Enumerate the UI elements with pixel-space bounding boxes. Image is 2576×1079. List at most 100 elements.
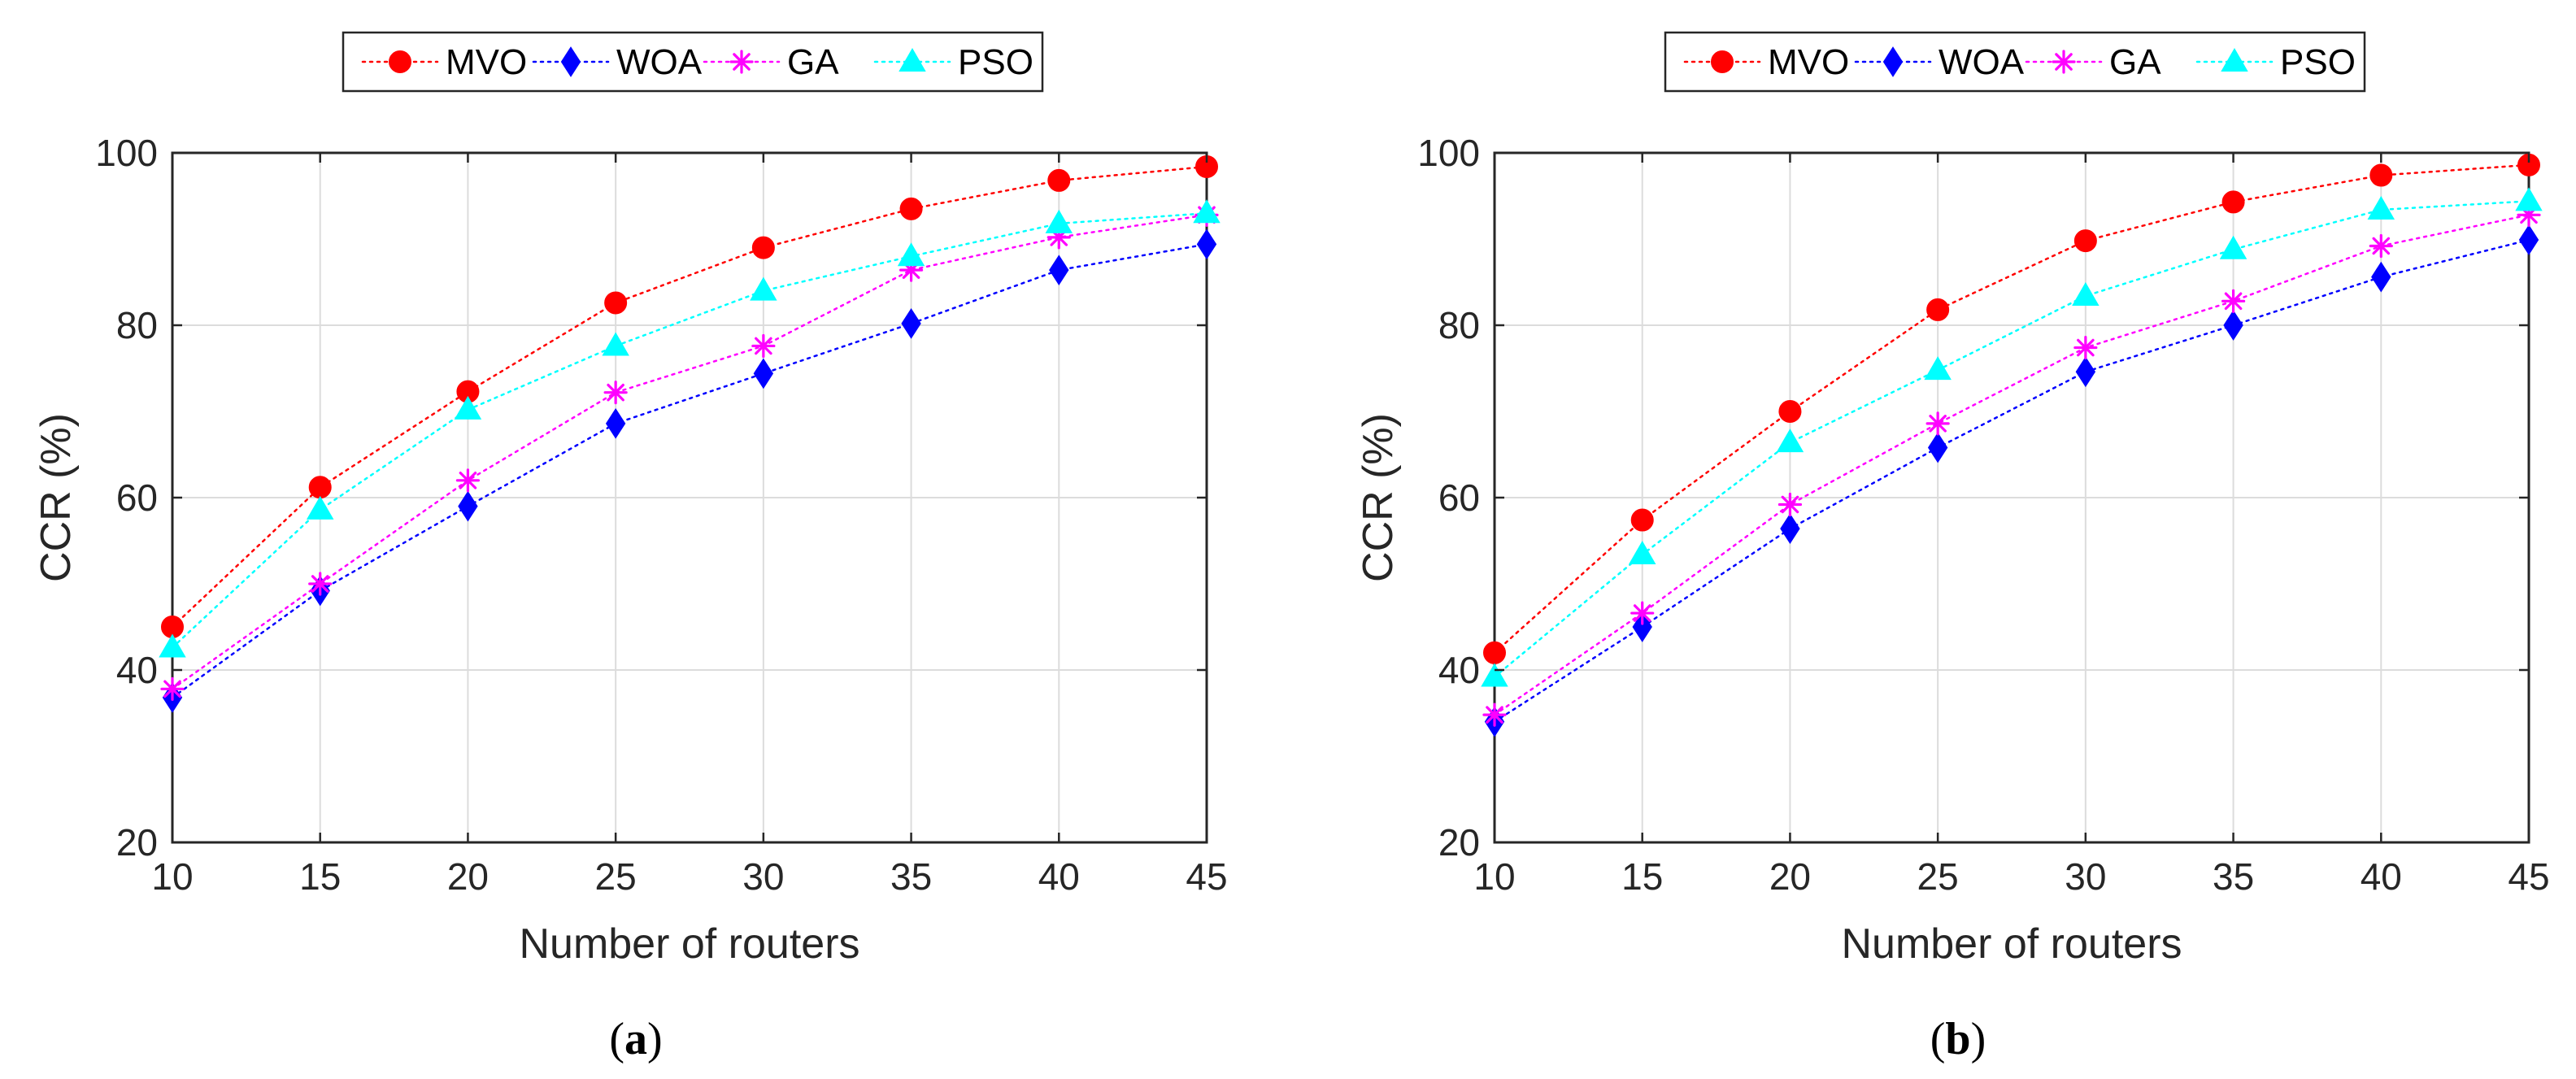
data-point-pso (159, 633, 186, 658)
data-point-mvo (1926, 298, 1950, 321)
y-tick-label: 60 (116, 476, 158, 519)
data-point-woa (605, 407, 626, 439)
y-tick-label: 100 (1417, 132, 1480, 174)
data-point-ga (160, 677, 185, 701)
x-tick-label: 25 (1917, 855, 1959, 898)
data-point-woa (2371, 261, 2391, 293)
tick-labels: 10 15 20 25 30 35 40 45 20 40 60 80 100 (1417, 132, 2549, 898)
data-point-pso (2072, 281, 2100, 306)
data-point-pso (1193, 199, 1221, 224)
legend-item-pso: PSO (2195, 42, 2356, 82)
x-tick-label: 40 (2361, 855, 2402, 898)
data-point-mvo (2369, 163, 2393, 187)
legend-label-mvo: MVO (446, 42, 527, 82)
data-point-mvo (1047, 168, 1071, 192)
legend-marker-woa (560, 46, 581, 77)
x-tick-label: 30 (742, 855, 784, 898)
y-tick-label: 80 (1438, 304, 1480, 346)
data-point-mvo (2073, 229, 2097, 253)
y-axis-label: CCR (%) (33, 413, 80, 582)
x-tick-label: 30 (2065, 855, 2106, 898)
data-point-woa (1780, 513, 1800, 545)
series-pso (159, 199, 1221, 658)
legend-label-mvo: MVO (1768, 42, 1849, 82)
x-tick-label: 35 (890, 855, 932, 898)
caption: (a) (609, 1014, 662, 1064)
x-tick-label: 20 (1769, 855, 1811, 898)
x-tick-label: 25 (595, 855, 637, 898)
legend-marker-ga (729, 50, 754, 74)
data-point-ga (1482, 703, 1507, 727)
legend-item-pso: PSO (873, 42, 1033, 82)
caption-letter: a (624, 1014, 647, 1064)
series-line-woa (171, 243, 1208, 699)
legend-label-ga: GA (2109, 42, 2161, 82)
x-tick-label: 15 (299, 855, 341, 898)
data-point-woa (2518, 224, 2539, 255)
legend-marker-pso (2221, 47, 2248, 72)
legend-item-woa: WOA (532, 42, 703, 82)
x-tick-label: 20 (447, 855, 489, 898)
legend-item-woa: WOA (1854, 42, 2025, 82)
data-point-woa (2075, 356, 2096, 388)
data-point-woa (901, 308, 921, 339)
data-point-pso (750, 276, 777, 301)
data-point-mvo (899, 197, 923, 220)
data-point-pso (1924, 356, 1952, 381)
legend: MVO WOA GA PSO (342, 31, 1044, 93)
data-point-mvo (1483, 641, 1506, 664)
x-tick-label: 40 (1038, 855, 1080, 898)
data-point-pso (1481, 663, 1508, 687)
series-mvo (161, 154, 1218, 638)
legend-label-woa: WOA (616, 42, 703, 82)
legend-label-pso: PSO (958, 42, 1033, 82)
data-point-mvo (751, 236, 775, 259)
data-point-woa (753, 358, 774, 389)
chart-panel-a: 10 15 20 25 30 35 40 45 20 40 60 80 100 Number of ro… (33, 31, 1228, 1064)
legend-item-ga: GA (2025, 42, 2161, 82)
tick-labels: 10 15 20 25 30 35 40 45 20 40 60 80 100 (95, 132, 1227, 898)
y-tick-label: 60 (1438, 476, 1480, 519)
y-tick-label: 40 (1438, 649, 1480, 691)
series-layer (159, 154, 1221, 713)
data-point-mvo (308, 476, 332, 499)
data-point-ga (1925, 411, 1950, 436)
series-line-woa (1493, 238, 2530, 723)
data-point-ga (1778, 492, 1803, 517)
legend-marker-mvo (389, 50, 411, 73)
data-point-pso (2367, 195, 2395, 220)
data-point-woa (1632, 611, 1652, 642)
data-point-ga (455, 468, 481, 493)
legend: MVO WOA GA PSO (1664, 31, 2366, 93)
data-point-pso (1628, 540, 1656, 564)
x-tick-label: 10 (151, 855, 193, 898)
data-point-ga (603, 381, 628, 405)
series-line-mvo (1493, 163, 2530, 655)
data-point-ga (308, 572, 333, 596)
data-point-pso (897, 242, 925, 267)
x-tick-label: 10 (1473, 855, 1515, 898)
data-point-mvo (1778, 400, 1802, 423)
series-line-ga (171, 214, 1208, 690)
x-tick-label: 35 (2213, 855, 2254, 898)
series-line-pso (1493, 200, 2530, 678)
y-tick-label: 80 (116, 304, 158, 346)
caption: (b) (1930, 1014, 1986, 1064)
data-point-woa (2223, 310, 2243, 341)
legend-marker-woa (1882, 46, 1904, 77)
data-point-woa (1927, 432, 1948, 463)
series-layer (1481, 153, 2543, 737)
data-point-pso (2515, 187, 2543, 211)
legend-label-ga: GA (787, 42, 839, 82)
legend-item-ga: GA (703, 42, 839, 82)
data-point-pso (1776, 429, 1804, 453)
data-point-pso (306, 495, 334, 520)
series-woa (1484, 224, 2539, 737)
y-tick-label: 20 (1438, 821, 1480, 864)
data-point-ga (751, 333, 776, 359)
legend-marker-ga (2052, 50, 2076, 74)
data-point-ga (2073, 335, 2098, 360)
y-tick-label: 40 (116, 649, 158, 691)
